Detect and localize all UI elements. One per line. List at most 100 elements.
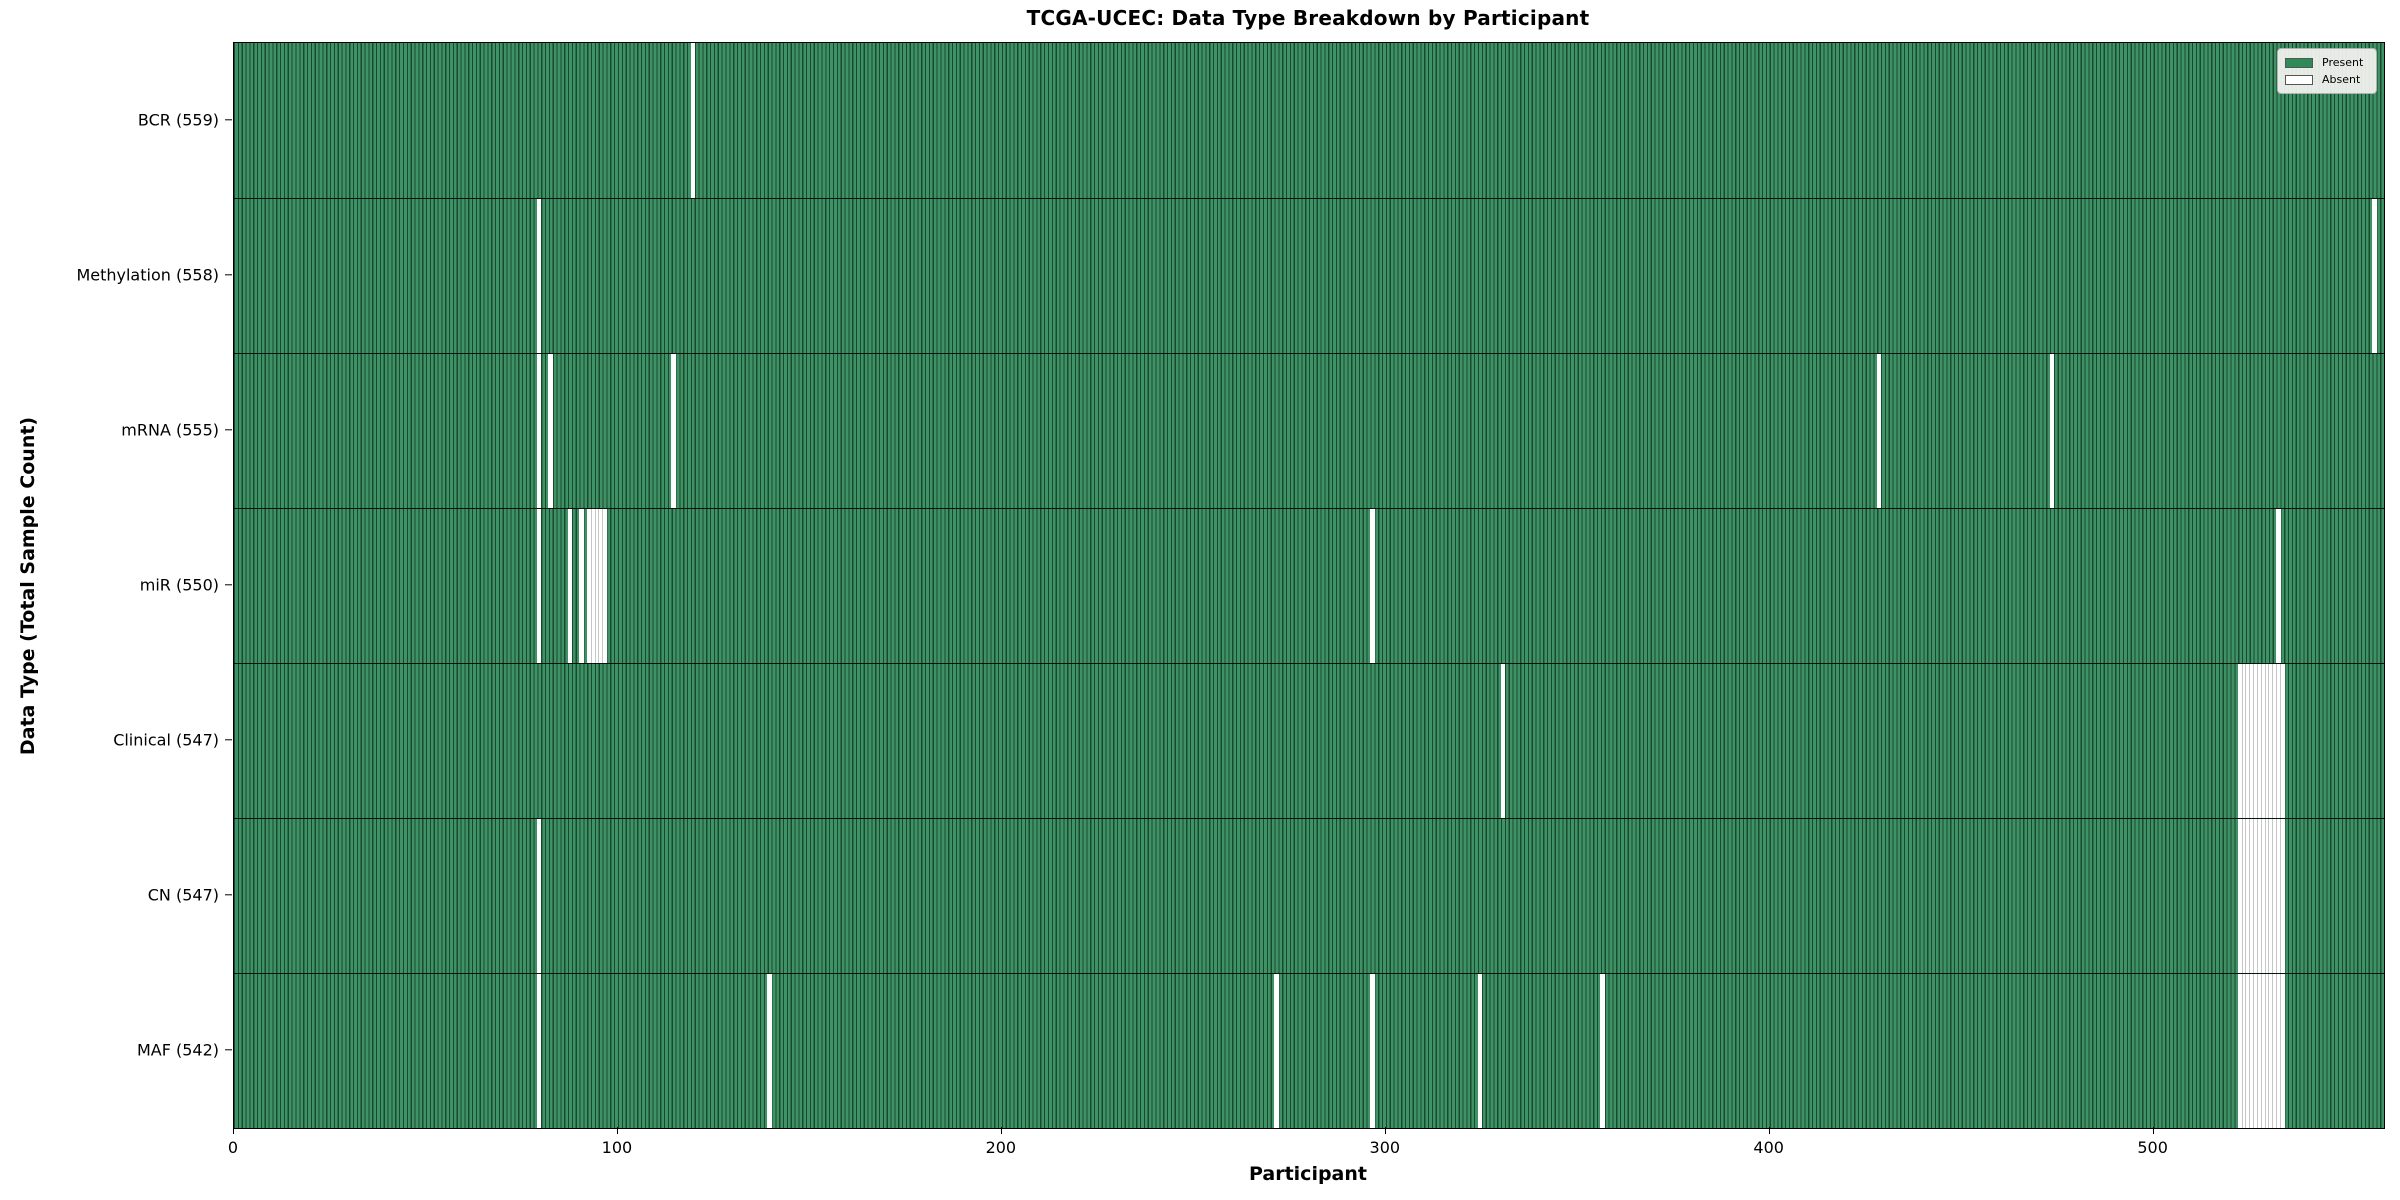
heatmap-row-mir [234,508,2384,663]
absent-cell [586,509,592,663]
absent-cell [767,974,772,1128]
legend-swatch-present [2285,57,2313,68]
absent-cell [594,509,600,663]
absent-cell [536,819,542,973]
y-tick-mark [225,1048,232,1051]
absent-cell [536,199,542,353]
absent-cell [536,354,542,508]
absent-cell [2264,974,2270,1128]
absent-cell [2245,974,2250,1128]
absent-cell [2372,199,2377,353]
x-axis-label: Participant [1248,1163,1367,1185]
heatmap-row-methylation [234,198,2384,353]
y-tick-mark [225,738,232,741]
x-tick-mark [2152,1127,2155,1134]
absent-cell [2256,664,2262,818]
absent-cell [548,354,553,508]
absent-cell [2245,664,2250,818]
plot-area: Present Absent [233,42,2385,1129]
absent-cell [671,354,676,508]
x-tick-label: 400 [1753,1138,1784,1157]
legend: Present Absent [2277,48,2377,94]
x-tick-mark [616,1127,619,1134]
heatmap-row-mrna [234,353,2384,508]
heatmap-row-clinical [234,663,2384,818]
legend-entry-absent: Absent [2285,71,2369,88]
absent-cell [1370,509,1375,663]
absent-cell [602,509,607,663]
absent-cell [2272,819,2277,973]
absent-cell [2264,819,2270,973]
absent-cell [1600,974,1605,1128]
absent-cell [1500,664,1506,818]
y-tick-mark [225,273,232,276]
absent-cell [2249,819,2254,973]
y-tick-label-mrna: mRNA (555) [121,420,219,439]
legend-label: Present [2322,56,2364,69]
absent-cell [2264,664,2270,818]
heatmap-row-cn [234,818,2384,973]
legend-swatch-absent [2285,74,2313,85]
absent-cell [2241,664,2247,818]
absent-cell [2279,974,2285,1128]
absent-cell [590,509,596,663]
legend-entry-present: Present [2285,54,2369,71]
absent-cell [2249,974,2254,1128]
x-tick-label: 500 [2137,1138,2168,1157]
absent-cell [2237,664,2243,818]
y-tick-label-cn: CN (547) [147,885,219,904]
absent-cell [2256,974,2262,1128]
y-tick-mark [225,583,232,586]
absent-cell [598,509,603,663]
absent-cell [2272,974,2277,1128]
x-tick-label: 300 [1369,1138,1401,1157]
absent-cell [2276,819,2281,973]
x-tick-mark [233,1127,235,1134]
absent-cell [2249,664,2254,818]
absent-cell [2245,819,2250,973]
y-tick-mark [225,893,232,896]
y-tick-mark [225,428,232,431]
x-tick-mark [1000,1127,1003,1134]
absent-cell [2256,819,2262,973]
absent-cell [2253,819,2258,973]
absent-cell [2241,974,2247,1128]
absent-cell [1876,354,1882,508]
absent-cell [536,509,542,663]
absent-cell [2276,509,2281,663]
y-tick-label-mir: miR (550) [139,575,219,594]
absent-cell [536,974,542,1128]
absent-cell [2260,974,2266,1128]
absent-cell [2241,819,2247,973]
absent-cell [567,509,573,663]
x-tick-label: 0 [227,1138,239,1157]
absent-cell [2237,974,2243,1128]
absent-cell [2268,974,2273,1128]
absent-cell [2268,664,2273,818]
x-tick-mark [1768,1127,1771,1134]
absent-cell [2049,354,2055,508]
heatmap-row-maf [234,973,2384,1128]
y-axis-label: Data Type (Total Sample Count) [17,416,39,756]
absent-cell [2279,819,2285,973]
absent-cell [2279,664,2285,818]
absent-cell [690,43,696,198]
absent-cell [1477,974,1483,1128]
x-tick-label: 200 [985,1138,1017,1157]
y-tick-label-clinical: Clinical (547) [113,730,219,749]
x-tick-label: 100 [601,1138,633,1157]
absent-cell [2237,819,2243,973]
absent-cell [2276,974,2281,1128]
absent-cell [2253,664,2258,818]
absent-cell [2268,819,2273,973]
absent-cell [2272,664,2277,818]
absent-cell [2253,974,2258,1128]
absent-cell [2276,664,2281,818]
chart-title: TCGA-UCEC: Data Type Breakdown by Partic… [1026,6,1590,30]
heatmap-row-bcr [234,43,2384,198]
absent-cell [1370,974,1375,1128]
absent-cell [2260,819,2266,973]
legend-label: Absent [2322,73,2361,86]
y-tick-label-maf: MAF (542) [136,1040,219,1059]
